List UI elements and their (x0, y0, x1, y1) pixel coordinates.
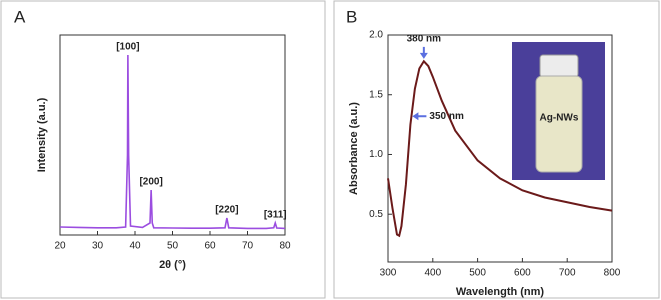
x-tick-label: 500 (469, 268, 486, 279)
y-tick-label: 0.5 (369, 209, 383, 220)
annotation: [100] (116, 42, 139, 53)
x-tick-label: 600 (514, 268, 531, 279)
annotation: [220] (215, 205, 238, 216)
plot-frame (59, 34, 286, 236)
panel-frame (0, 0, 326, 299)
vial (535, 75, 583, 173)
x-tick-label: 30 (92, 241, 104, 252)
arrow-head (412, 112, 419, 121)
y-tick-label: 2.0 (369, 30, 383, 41)
x-tick-label: 700 (559, 268, 576, 279)
inset-photo: Ag-NWs (512, 42, 605, 180)
x-tick-label: 70 (242, 241, 254, 252)
annotation: 350 nm (429, 111, 464, 122)
y-tick-label: 1.5 (369, 89, 383, 100)
y-axis-label: Intensity (a.u.) (36, 97, 48, 172)
x-axis-label: Wavelength (nm) (456, 286, 545, 298)
x-tick-label: 20 (54, 241, 66, 252)
vial-cap (539, 54, 579, 78)
x-tick-label: 50 (167, 241, 179, 252)
x-axis-label: 2θ (°) (159, 259, 186, 271)
panel-label: B (346, 7, 357, 26)
x-tick-label: 800 (604, 268, 621, 279)
y-tick-label: 1.0 (369, 149, 383, 160)
plot-frame (387, 34, 613, 263)
arrow-head (419, 52, 428, 59)
x-tick-label: 60 (204, 241, 216, 252)
data-line (59, 54, 286, 230)
annotation: [311] (264, 210, 287, 221)
x-tick-label: 40 (129, 241, 141, 252)
y-axis-label: Absorbance (a.u.) (348, 102, 360, 195)
x-tick-label: 300 (380, 268, 397, 279)
data-line (387, 59, 613, 238)
annotation: [200] (139, 177, 162, 188)
x-tick-label: 80 (279, 241, 291, 252)
panel-label: A (14, 7, 26, 26)
x-tick-label: 400 (424, 268, 441, 279)
panel-frame (333, 0, 660, 299)
inset-label: Ag-NWs (540, 113, 579, 124)
annotation: 380 nm (407, 34, 442, 45)
